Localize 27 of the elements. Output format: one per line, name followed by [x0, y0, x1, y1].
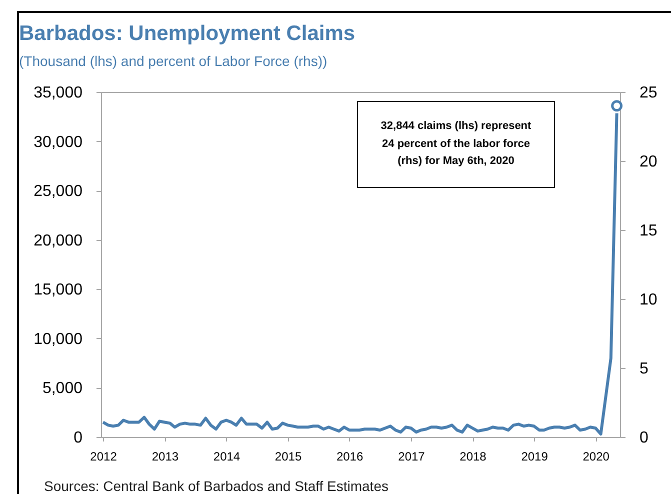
y-tick-label: 20,000: [34, 232, 83, 250]
x-tick-label: 2018: [460, 450, 487, 464]
x-tick-label: 2019: [521, 450, 548, 464]
y-tick-label: 0: [74, 430, 83, 446]
x-tick-label: 2020: [582, 450, 610, 464]
x-tick-label: 2012: [90, 450, 118, 464]
x-tick-label: 2017: [398, 450, 426, 464]
y-tick-label: 30,000: [34, 134, 83, 151]
x-tick-label: 2016: [336, 450, 364, 464]
x-tick-label: 2013: [152, 450, 179, 464]
y-tick-label: 5,000: [42, 380, 83, 398]
y-tick-label: 10,000: [34, 330, 83, 348]
y2-tick-label: 0: [640, 430, 648, 446]
callout-box: 32,844 claims (lhs) represent 24 percent of the labor force (rhs) for May 6th, 2020: [357, 101, 555, 188]
y-tick-label: 35,000: [34, 84, 83, 102]
x-tick-label: 2015: [274, 450, 302, 464]
y2-tick-label: 25: [640, 84, 658, 102]
y2-tick-label: 20: [640, 154, 658, 170]
y-tick-label: 15,000: [34, 282, 83, 299]
y2-tick-label: 5: [640, 360, 648, 378]
x-tick-label: 2014: [213, 450, 240, 464]
chart-title: Barbados: Unemployment Claims: [19, 22, 356, 46]
y2-tick-label: 10: [640, 292, 658, 308]
y2-tick-label: 15: [640, 222, 658, 240]
source-note: Sources: Central Bank of Barbados and Staff Estimates: [44, 478, 388, 494]
chart-subtitle: (Thousand (lhs) and percent of Labor Force (rhs)): [19, 53, 328, 69]
y-tick-label: 25,000: [34, 183, 83, 200]
